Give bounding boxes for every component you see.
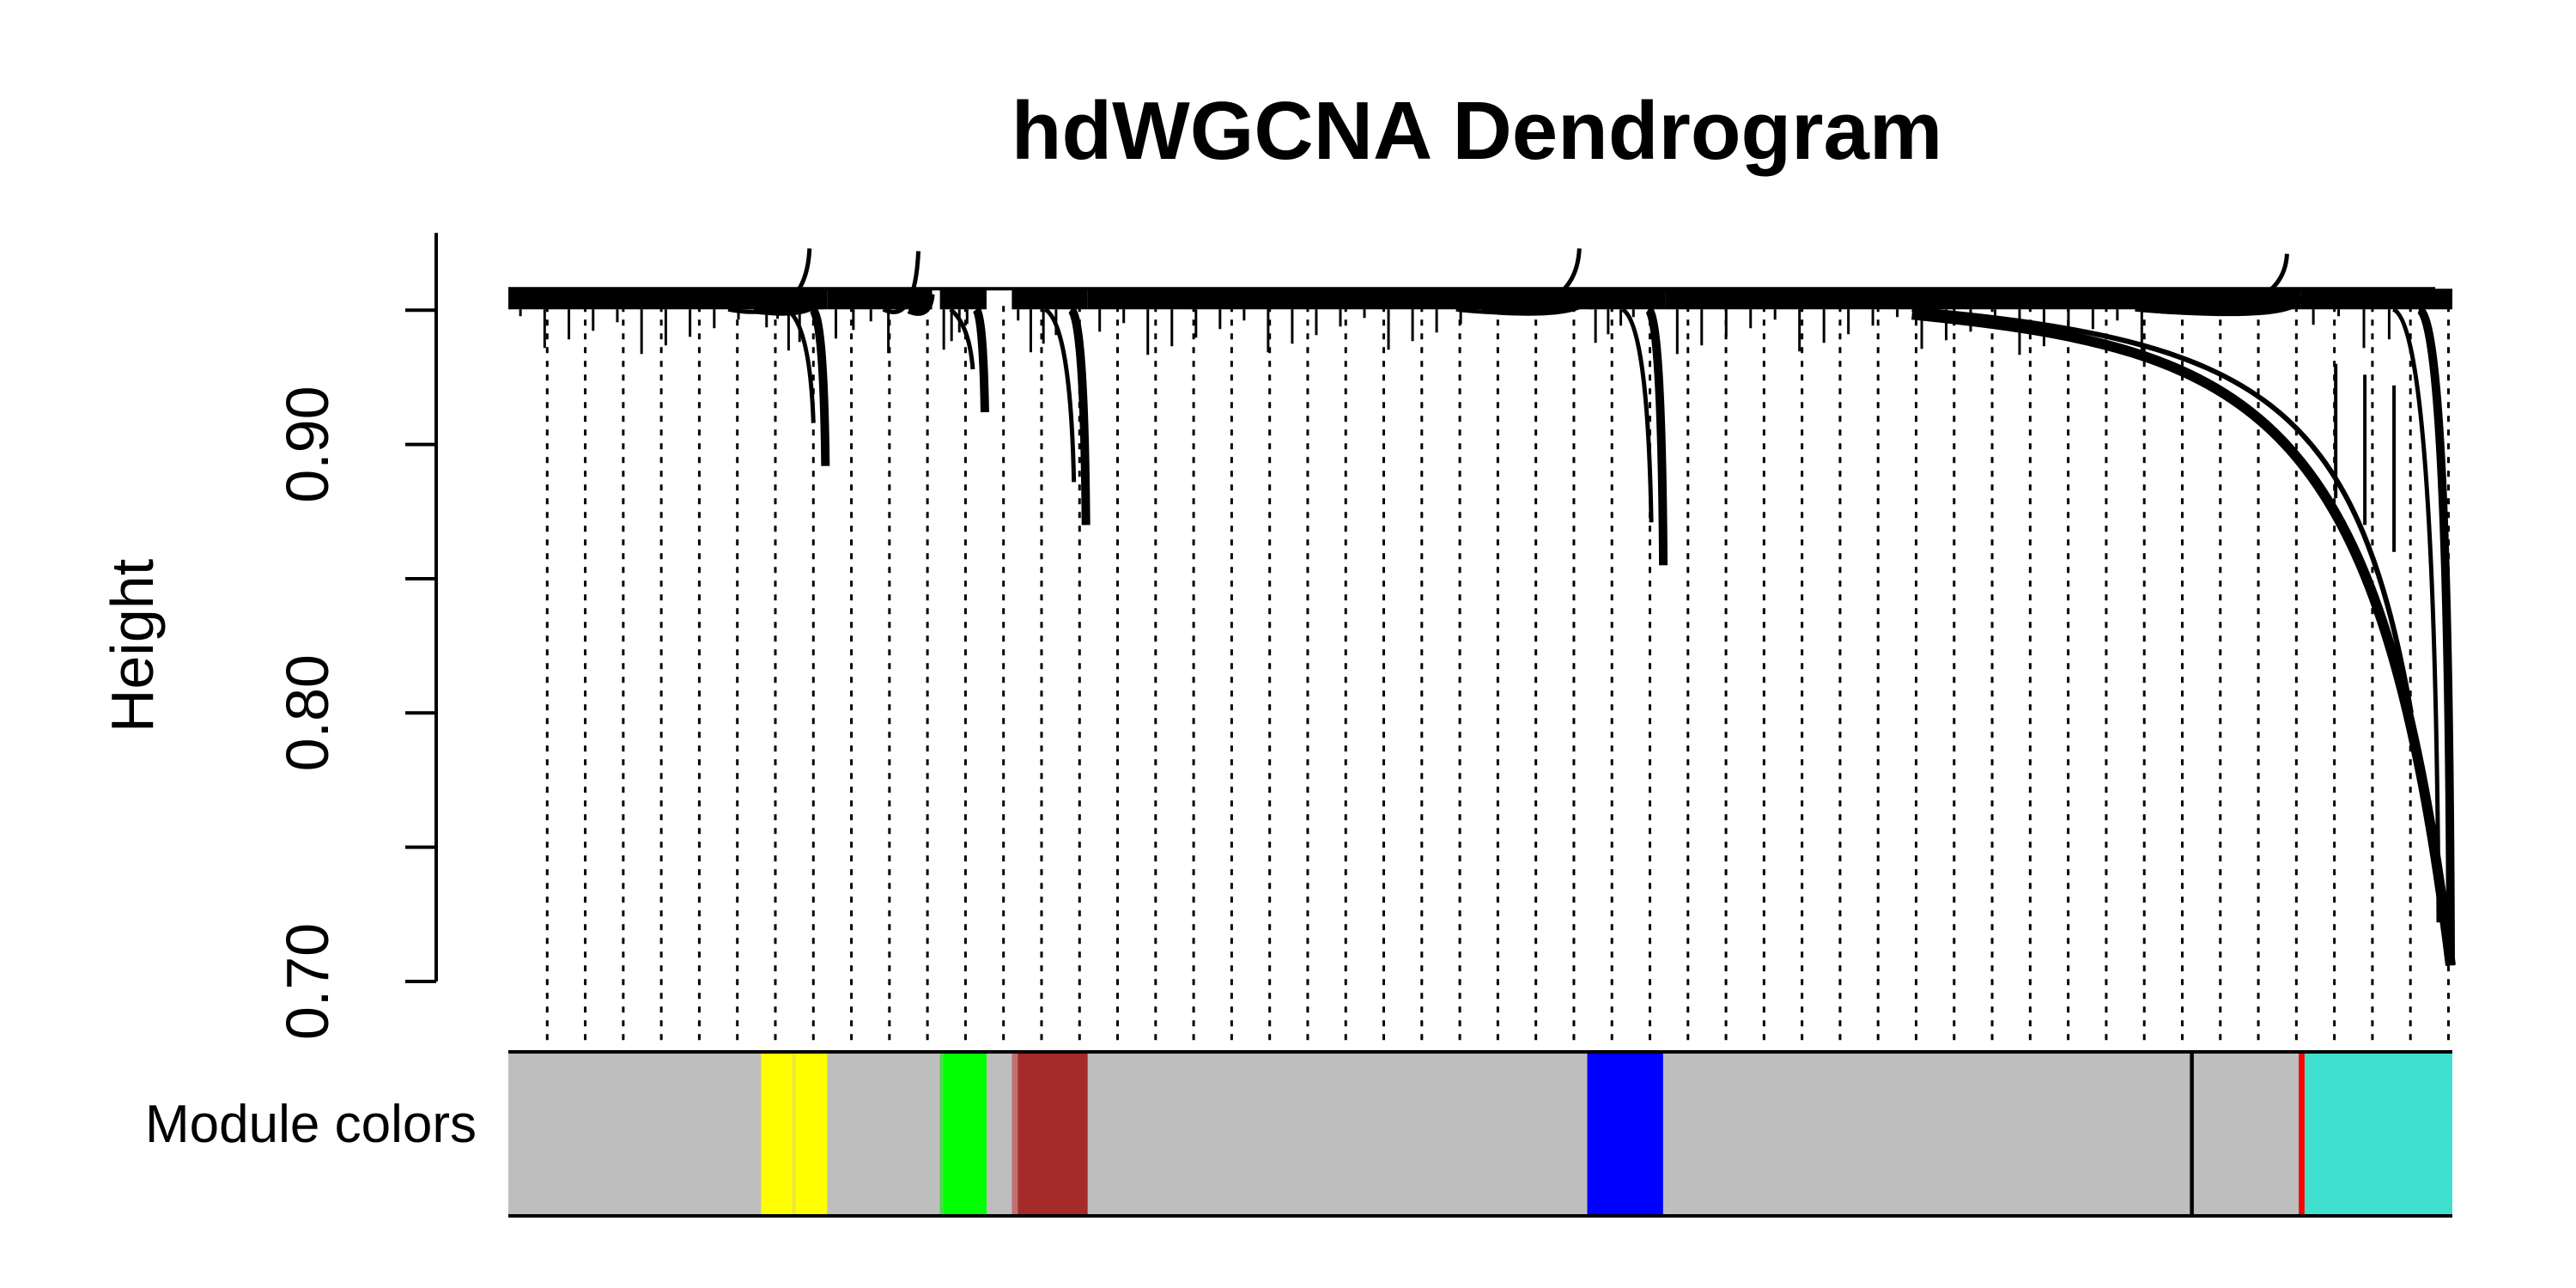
dendrogram-cluster-curve [2135,253,2289,314]
dendrogram-final-merge [1911,309,2456,966]
module-band-edge-yellow [792,1052,797,1216]
dendrogram-cluster-bundle [2300,289,2452,310]
dendrogram-cluster-curve [1455,248,1582,314]
dendrogram-cluster-curve [809,306,830,466]
dendrogram-cluster-bundle [1012,289,1088,310]
dendrogram-cluster-bundle [827,289,933,310]
dendrogram-cluster-curve [1644,306,1668,566]
module-band-blue [1587,1052,1663,1216]
dendrogram-cluster-curve [2416,305,2455,966]
y-axis: 0.70 0.80 0.90 [274,233,438,1040]
dendrogram-cluster-curve [1621,307,1654,523]
module-band-turquoise [2304,1052,2452,1216]
y-tick-label: 0.80 [274,654,341,771]
y-tick-label: 0.90 [274,386,341,502]
dendrogram-cluster-bundle [761,289,828,310]
chart-title: hdWGCNA Dendrogram [1012,85,1942,177]
module-band-black [2190,1052,2194,1216]
dendrogram-cluster-curve [907,293,935,316]
module-band-edge-brown [1012,1052,1018,1216]
module-colors-track [508,1050,2452,1218]
dendrogram-cluster-curve [785,307,816,423]
dendrogram-cluster-bundle [939,289,987,310]
dendrogram-cluster-curve [972,307,989,413]
dendrogram-cluster-bundle [1087,289,1594,310]
module-band-red [2299,1052,2305,1216]
dendrogram-cluster-bundle [1665,289,2301,310]
dendrogram-cluster-curve [1043,307,1077,483]
dendrogram-cluster-curve [2391,307,2441,923]
module-band-brown [1018,1052,1088,1216]
module-band-grey [508,1052,2452,1216]
y-axis-label: Height [99,559,166,732]
dendrogram-cluster-curve [1067,306,1091,526]
module-band-edge-green [939,1052,945,1216]
dendrogram-branches [508,248,2456,966]
y-tick-label: 0.70 [274,923,341,1040]
module-colors-label: Module colors [145,1095,477,1154]
module-band-green [939,1052,987,1216]
dendrogram-final-merge [1911,307,2414,714]
dendrogram-cluster-bundle [1589,289,1666,310]
dendrogram-guides [545,306,2450,1043]
dendrogram-cluster-curve [949,307,975,370]
